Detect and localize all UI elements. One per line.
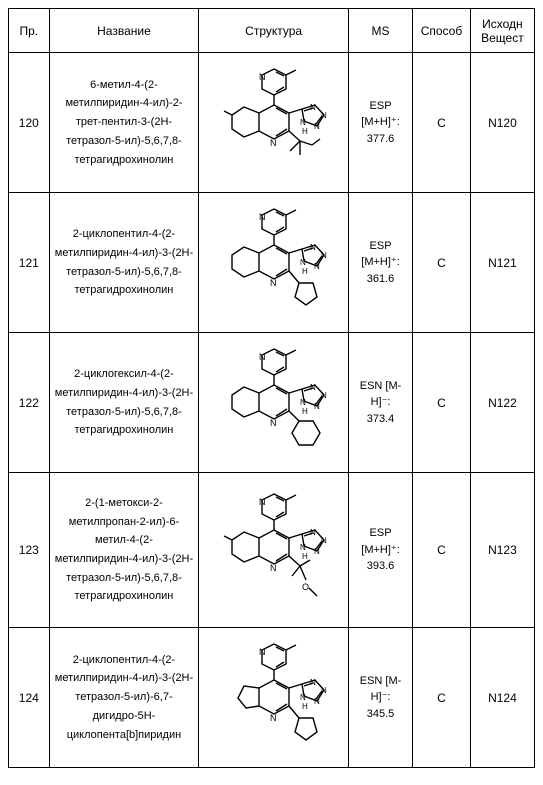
- ms-line: ESP: [351, 98, 410, 115]
- molecule-icon: N N N N N N H: [214, 343, 334, 463]
- cell-method: C: [413, 333, 471, 473]
- molecule-icon: N N N N N N H: [214, 203, 334, 323]
- svg-text:N: N: [321, 391, 327, 400]
- cell-method: C: [413, 53, 471, 193]
- svg-text:N: N: [300, 693, 306, 702]
- header-src: Исходн Вещест: [470, 9, 534, 53]
- svg-text:N: N: [321, 251, 327, 260]
- svg-text:N: N: [270, 278, 277, 288]
- svg-text:N: N: [259, 72, 266, 82]
- cell-method: C: [413, 473, 471, 628]
- molecule-icon: N N N N N N: [214, 638, 334, 758]
- molecule-icon: N N N N N N: [214, 488, 334, 613]
- svg-text:N: N: [270, 563, 277, 573]
- svg-text:N: N: [310, 243, 316, 252]
- cell-src: N123: [470, 473, 534, 628]
- svg-text:H: H: [302, 702, 308, 711]
- svg-text:H: H: [302, 127, 308, 136]
- svg-text:N: N: [310, 383, 316, 392]
- svg-text:N: N: [300, 543, 306, 552]
- svg-text:N: N: [321, 536, 327, 545]
- svg-text:N: N: [314, 402, 320, 411]
- header-method: Способ: [413, 9, 471, 53]
- cell-src: N120: [470, 53, 534, 193]
- svg-text:N: N: [310, 528, 316, 537]
- ms-line: 373.4: [351, 411, 410, 428]
- ms-line: ESP: [351, 525, 410, 542]
- svg-text:N: N: [314, 122, 320, 131]
- table-row: 121 2-циклопентил-4-(2-метилпиридин-4-ил…: [9, 193, 535, 333]
- cell-structure: N N N N N N: [199, 628, 349, 768]
- svg-text:N: N: [310, 103, 316, 112]
- cell-name: 2-(1-метокси-2-метилпропан-2-ил)-6-метил…: [49, 473, 199, 628]
- ms-line: H]⁻:: [351, 689, 410, 706]
- table-row: 123 2-(1-метокси-2-метилпропан-2-ил)-6-м…: [9, 473, 535, 628]
- header-pr: Пр.: [9, 9, 50, 53]
- svg-text:N: N: [314, 262, 320, 271]
- svg-text:N: N: [314, 697, 320, 706]
- cell-src: N121: [470, 193, 534, 333]
- cell-pr: 122: [9, 333, 50, 473]
- ms-line: 345.5: [351, 706, 410, 723]
- cell-ms: ESP [M+H]⁺: 377.6: [348, 53, 412, 193]
- cell-pr: 120: [9, 53, 50, 193]
- svg-text:N: N: [259, 497, 266, 507]
- ms-line: [M+H]⁺:: [351, 114, 410, 131]
- cell-pr: 123: [9, 473, 50, 628]
- ms-line: [M+H]⁺:: [351, 542, 410, 559]
- ms-line: ESN [M-: [351, 378, 410, 395]
- cell-name: 2-циклопентил-4-(2-метилпиридин-4-ил)-3-…: [49, 628, 199, 768]
- svg-text:N: N: [300, 398, 306, 407]
- svg-text:N: N: [321, 686, 327, 695]
- cell-pr: 124: [9, 628, 50, 768]
- header-struct: Структура: [199, 9, 349, 53]
- cell-structure: N N N N N N: [199, 473, 349, 628]
- cell-pr: 121: [9, 193, 50, 333]
- ms-line: ESN [M-: [351, 673, 410, 690]
- cell-structure: N N N: [199, 53, 349, 193]
- svg-text:N: N: [270, 418, 277, 428]
- svg-text:N: N: [270, 138, 277, 148]
- svg-text:N: N: [259, 647, 266, 657]
- compounds-table: Пр. Название Структура MS Способ Исходн …: [8, 8, 535, 768]
- header-name: Название: [49, 9, 199, 53]
- ms-line: [M+H]⁺:: [351, 254, 410, 271]
- cell-ms: ESP [M+H]⁺: 361.6: [348, 193, 412, 333]
- cell-name: 2-циклопентил-4-(2-метилпиридин-4-ил)-3-…: [49, 193, 199, 333]
- svg-text:N: N: [259, 352, 266, 362]
- cell-ms: ESN [M- H]⁻: 345.5: [348, 628, 412, 768]
- cell-ms: ESP [M+H]⁺: 393.6: [348, 473, 412, 628]
- header-ms: MS: [348, 9, 412, 53]
- cell-structure: N N N N N N H: [199, 333, 349, 473]
- ms-line: ESP: [351, 238, 410, 255]
- svg-text:N: N: [300, 258, 306, 267]
- svg-text:N: N: [259, 212, 266, 222]
- cell-src: N122: [470, 333, 534, 473]
- svg-text:N: N: [321, 111, 327, 120]
- cell-ms: ESN [M- H]⁻: 373.4: [348, 333, 412, 473]
- cell-name: 6-метил-4-(2-метилпиридин-4-ил)-2-трет-п…: [49, 53, 199, 193]
- svg-text:O: O: [302, 582, 309, 592]
- table-row: 122 2-циклогексил-4-(2-метилпиридин-4-ил…: [9, 333, 535, 473]
- svg-text:H: H: [302, 552, 308, 561]
- ms-line: 361.6: [351, 271, 410, 288]
- cell-method: C: [413, 628, 471, 768]
- svg-text:N: N: [270, 713, 277, 723]
- ms-line: H]⁻:: [351, 394, 410, 411]
- svg-text:N: N: [310, 678, 316, 687]
- cell-structure: N N N N N N H: [199, 193, 349, 333]
- table-row: 120 6-метил-4-(2-метилпиридин-4-ил)-2-тр…: [9, 53, 535, 193]
- svg-text:N: N: [314, 547, 320, 556]
- svg-text:H: H: [302, 267, 308, 276]
- cell-src: N124: [470, 628, 534, 768]
- ms-line: 393.6: [351, 558, 410, 575]
- header-row: Пр. Название Структура MS Способ Исходн …: [9, 9, 535, 53]
- ms-line: 377.6: [351, 131, 410, 148]
- molecule-icon: N N N: [214, 63, 334, 183]
- svg-text:H: H: [302, 407, 308, 416]
- svg-text:N: N: [300, 118, 306, 127]
- cell-method: C: [413, 193, 471, 333]
- cell-name: 2-циклогексил-4-(2-метилпиридин-4-ил)-3-…: [49, 333, 199, 473]
- table-row: 124 2-циклопентил-4-(2-метилпиридин-4-ил…: [9, 628, 535, 768]
